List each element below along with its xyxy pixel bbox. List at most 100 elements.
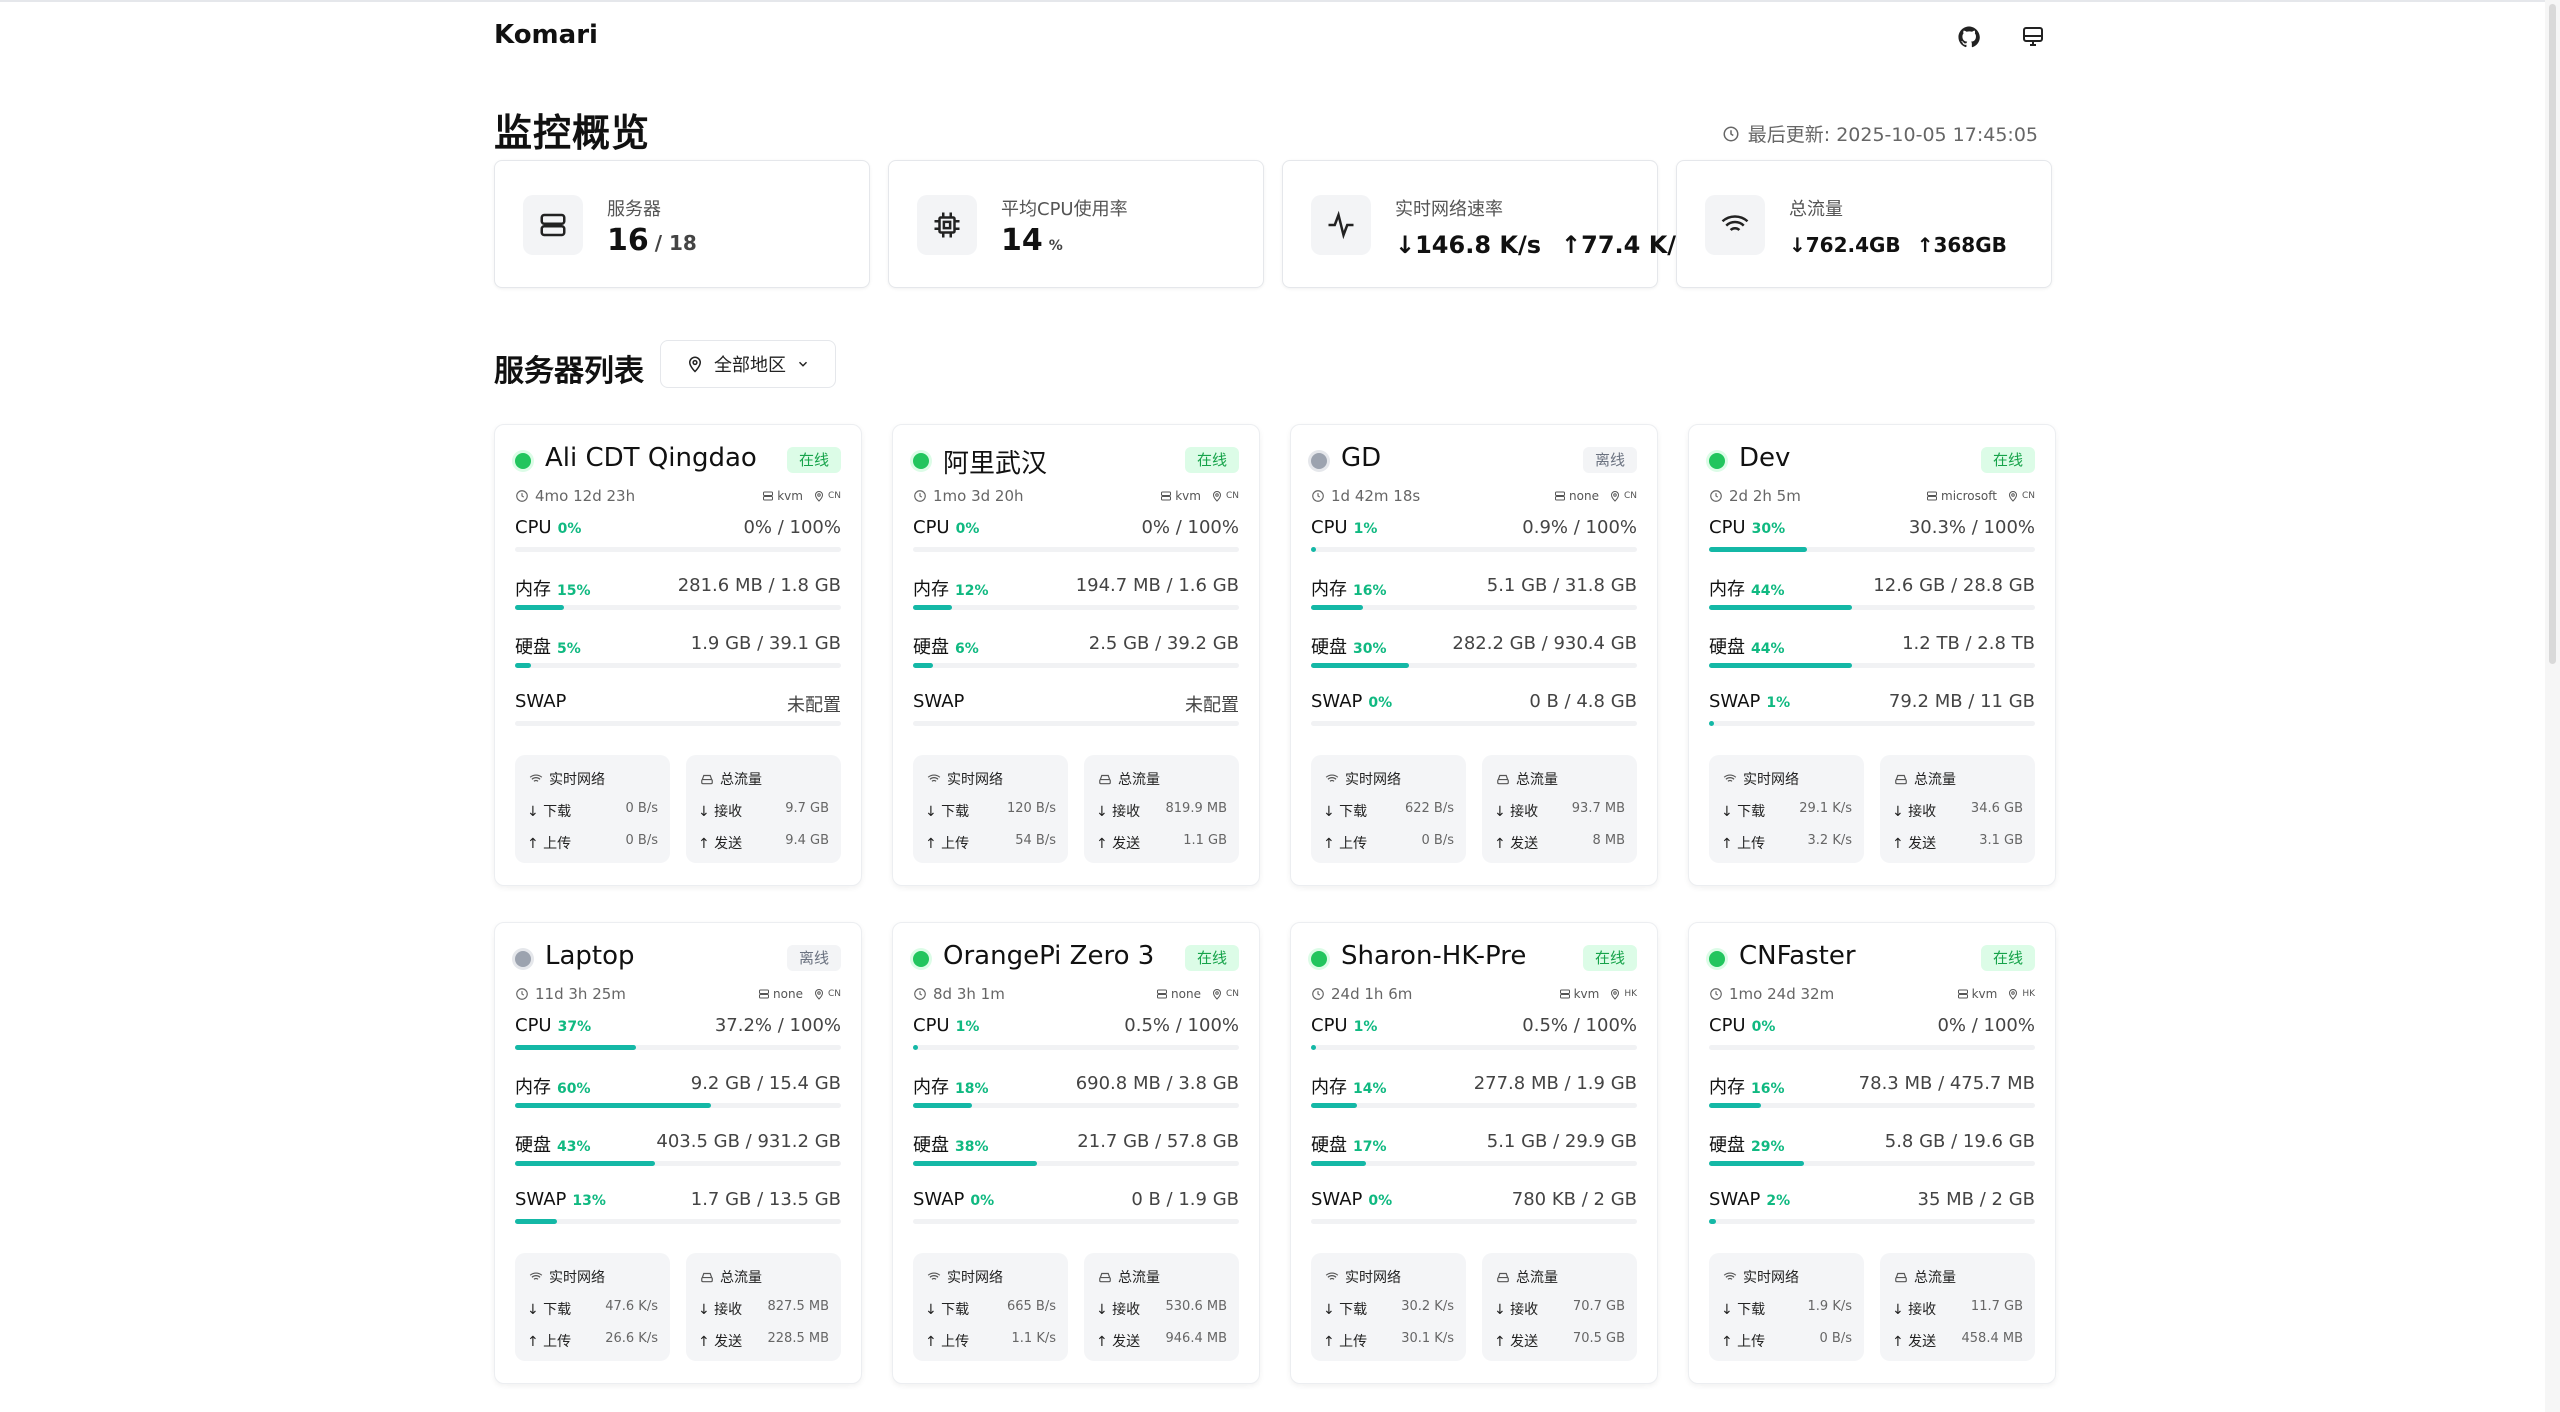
- uptime-text: 1d 42m 18s: [1331, 487, 1421, 505]
- cpu-row: CPU 1% 0.5% / 100%: [1311, 1015, 1637, 1050]
- mem-percent: 14%: [1353, 1081, 1387, 1097]
- swap-row: SWAP 2% 35 MB / 2 GB: [1709, 1189, 2035, 1224]
- upload-label: ↑ 上传: [1323, 1334, 1368, 1350]
- send-total: 1.1 GB: [1183, 833, 1227, 848]
- server-card-header: Ali CDT Qingdao 在线: [515, 443, 841, 477]
- mem-label: 内存: [1709, 1077, 1745, 1098]
- upload-label: ↑ 上传: [925, 1334, 970, 1350]
- receive-label: ↓ 接收: [1096, 1302, 1141, 1318]
- region-filter-dropdown[interactable]: 全部地区: [660, 340, 836, 388]
- cpu-label: CPU: [913, 1015, 950, 1036]
- total-traffic-box: 总流量 ↓ 接收 827.5 MB ↑ 发送 228.5 MB: [686, 1253, 841, 1361]
- server-card[interactable]: 阿里武汉 在线 1mo 3d 20h kvm CN CPU 0% 0% / 10: [892, 424, 1260, 886]
- uptime-text: 1mo 3d 20h: [933, 487, 1024, 505]
- server-name[interactable]: CNFaster: [1739, 941, 1856, 971]
- hard-drive-icon: [1497, 1272, 1509, 1283]
- github-icon[interactable]: [1952, 20, 1986, 54]
- server-name[interactable]: GD: [1341, 443, 1382, 473]
- region-tag: CN: [813, 988, 841, 1000]
- server-card-header: Laptop 离线: [515, 941, 841, 975]
- server-name[interactable]: Dev: [1739, 443, 1791, 473]
- virt-text: microsoft: [1941, 489, 1997, 503]
- avg-cpu-value: 14: [1001, 223, 1043, 258]
- server-card[interactable]: GD 离线 1d 42m 18s none CN CPU 1% 0.9% / 1: [1290, 424, 1658, 886]
- swap-label: SWAP: [1311, 691, 1363, 712]
- server-icon: [1555, 491, 1566, 501]
- download-rate: 665 B/s: [1006, 1299, 1056, 1314]
- receive-label: ↓ 接收: [1892, 1302, 1937, 1318]
- disk-bar-fill: [1311, 663, 1409, 668]
- disk-bar: [913, 1161, 1239, 1166]
- clock-icon: [914, 490, 926, 502]
- swap-bar: [515, 1219, 841, 1224]
- swap-bar: [1709, 721, 2035, 726]
- server-name[interactable]: Sharon-HK-Pre: [1341, 941, 1527, 971]
- status-dot: [515, 951, 531, 967]
- swap-label: SWAP: [913, 1189, 965, 1210]
- cpu-value: 0.5% / 100%: [1124, 1015, 1239, 1036]
- map-pin-icon: [2008, 491, 2017, 502]
- status-dot: [1311, 453, 1327, 469]
- swap-percent: 0%: [970, 1193, 995, 1209]
- avg-cpu-unit: %: [1048, 238, 1063, 254]
- server-icon: [1161, 491, 1172, 501]
- server-card[interactable]: CNFaster 在线 1mo 24d 32m kvm HK CPU 0% 0%: [1688, 922, 2056, 1384]
- server-tags: kvm HK: [1559, 987, 1637, 1001]
- swap-row: SWAP 1% 79.2 MB / 11 GB: [1709, 691, 2035, 726]
- cpu-bar: [1311, 1045, 1637, 1050]
- scrollbar-thumb[interactable]: [2549, 4, 2556, 664]
- monitor-icon[interactable]: [2016, 20, 2050, 54]
- brand-logo[interactable]: Komari: [494, 20, 598, 50]
- uptime: 1mo 3d 20h: [913, 487, 1024, 505]
- server-name[interactable]: OrangePi Zero 3: [943, 941, 1155, 971]
- status-badge: 离线: [1582, 447, 1637, 473]
- disk-bar-fill: [1709, 1161, 1804, 1166]
- server-card[interactable]: Laptop 离线 11d 3h 25m none CN CPU 37% 37.: [494, 922, 862, 1384]
- mem-bar-fill: [1311, 605, 1364, 610]
- uptime: 11d 3h 25m: [515, 985, 626, 1003]
- swap-bar: [1709, 1219, 2035, 1224]
- stat-servers-value: 16 / 18: [607, 223, 697, 258]
- server-card[interactable]: Dev 在线 2d 2h 5m microsoft CN CPU 30% 30.: [1688, 424, 2056, 886]
- region-text: CN: [827, 989, 841, 999]
- cpu-bar: [913, 547, 1239, 552]
- disk-percent: 44%: [1751, 641, 1785, 657]
- server-card[interactable]: OrangePi Zero 3 在线 8d 3h 1m none CN CPU 1…: [892, 922, 1260, 1384]
- receive-label: ↓ 接收: [1494, 1302, 1539, 1318]
- activity-icon: [1311, 195, 1371, 255]
- mem-row: 内存 16% 5.1 GB / 31.8 GB: [1311, 575, 1637, 610]
- cpu-bar: [913, 1045, 1239, 1050]
- net-boxes: 实时网络 ↓ 下载 1.9 K/s ↑ 上传 0 B/s 总流量 ↓ 接收 11…: [1709, 1253, 2035, 1361]
- server-card[interactable]: Sharon-HK-Pre 在线 24d 1h 6m kvm HK CPU 1%: [1290, 922, 1658, 1384]
- server-name[interactable]: 阿里武汉: [943, 449, 1048, 479]
- server-tags: kvm CN: [1160, 489, 1239, 503]
- disk-value: 1.2 TB / 2.8 TB: [1902, 633, 2035, 654]
- disk-value: 2.5 GB / 39.2 GB: [1088, 633, 1239, 654]
- server-card[interactable]: Ali CDT Qingdao 在线 4mo 12d 23h kvm CN CP…: [494, 424, 862, 886]
- status-dot: [1709, 951, 1725, 967]
- virt-text: kvm: [1573, 987, 1600, 1001]
- server-name[interactable]: Laptop: [545, 941, 635, 971]
- upload-rate: 26.6 K/s: [605, 1331, 658, 1346]
- scrollbar[interactable]: [2545, 0, 2560, 1412]
- uptime: 1d 42m 18s: [1311, 487, 1420, 505]
- mem-bar-fill: [913, 605, 953, 610]
- server-card-header: Sharon-HK-Pre 在线: [1311, 941, 1637, 975]
- disk-percent: 29%: [1751, 1139, 1785, 1155]
- virt-tag: kvm: [762, 489, 803, 503]
- swap-row: SWAP 13% 1.7 GB / 13.5 GB: [515, 1189, 841, 1224]
- clock-icon: [1312, 988, 1324, 1000]
- mem-bar-fill: [1311, 1103, 1357, 1108]
- stat-cpu-label: 平均CPU使用率: [1001, 199, 1128, 220]
- server-name[interactable]: Ali CDT Qingdao: [545, 443, 757, 473]
- swap-value: 未配置: [1185, 695, 1239, 716]
- disk-percent: 38%: [955, 1139, 989, 1155]
- cpu-percent: 37%: [557, 1019, 592, 1035]
- net-down-rate: ↓146.8 K/s: [1395, 231, 1542, 259]
- receive-label: ↓ 接收: [698, 804, 743, 820]
- virt-tag: kvm: [1957, 987, 1997, 1001]
- disk-percent: 43%: [557, 1139, 591, 1155]
- server-icon: [1927, 491, 1938, 501]
- disk-bar: [515, 663, 841, 668]
- realtime-net-box: 实时网络 ↓ 下载 29.1 K/s ↑ 上传 3.2 K/s: [1709, 755, 1864, 863]
